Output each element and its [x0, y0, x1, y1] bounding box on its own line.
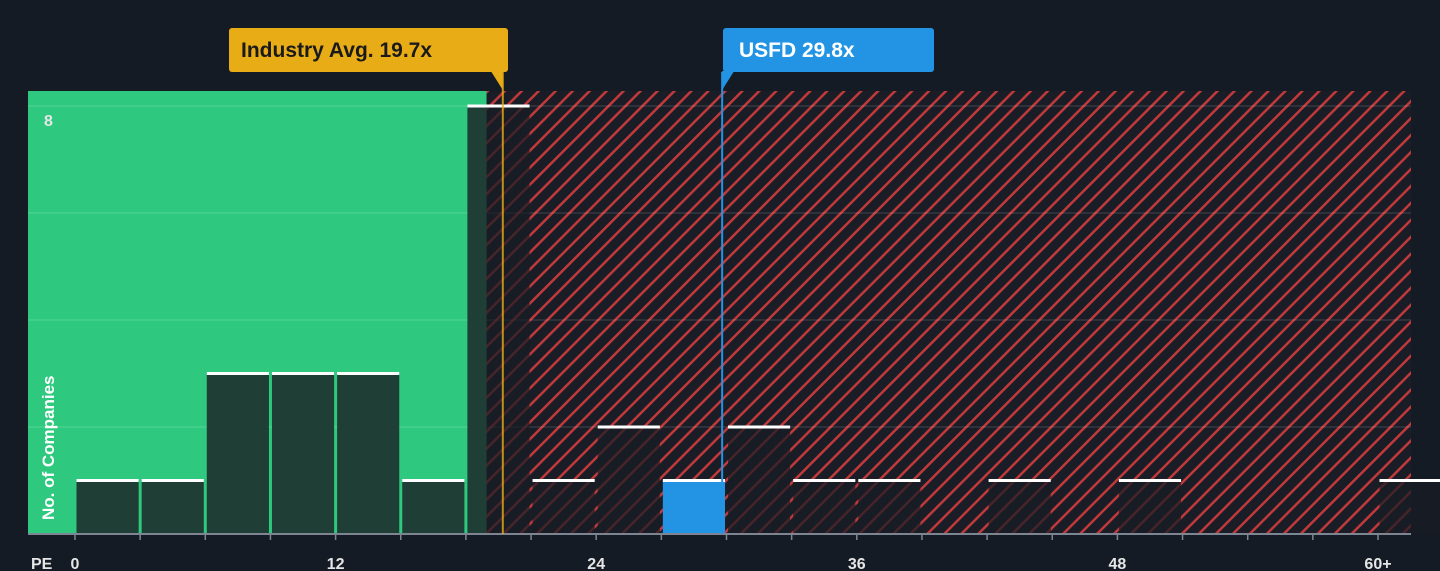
bar — [337, 373, 400, 534]
bar — [858, 480, 921, 534]
bar — [793, 480, 856, 534]
bar — [76, 480, 139, 534]
x-tick-label: 0 — [71, 556, 80, 571]
bar — [467, 106, 487, 534]
bar-top-marker — [988, 479, 1051, 482]
x-tick-label: 48 — [1109, 556, 1127, 571]
bar-top-marker — [141, 479, 204, 482]
bar-top-marker — [337, 372, 400, 375]
bar — [271, 373, 335, 534]
company-pe-pointer — [722, 71, 735, 90]
x-tick-label: 24 — [587, 556, 605, 571]
bar-top-marker — [1379, 479, 1440, 482]
bar — [1118, 480, 1182, 534]
bar-top-marker — [597, 425, 660, 429]
bar — [1379, 480, 1440, 534]
company-pe-label: USFD 29.8x — [739, 39, 855, 62]
industry-avg-pointer — [490, 71, 503, 90]
bar — [662, 480, 725, 534]
bar — [532, 480, 595, 534]
bar — [486, 106, 530, 534]
bar-top-marker — [76, 479, 139, 482]
bar-top-marker — [793, 479, 856, 482]
bar-top-marker — [1118, 479, 1182, 482]
bar-top-marker — [662, 479, 725, 482]
bar — [141, 480, 204, 534]
bar-top-marker — [402, 479, 465, 482]
bars — [76, 104, 1440, 534]
industry-avg-callout — [229, 28, 508, 72]
x-axis-label: PE — [31, 556, 53, 571]
bar — [988, 480, 1051, 534]
bar-top-marker — [206, 372, 269, 375]
y-axis-label: No. of Companies — [39, 375, 58, 520]
x-tick-label: 12 — [327, 556, 345, 571]
bar-top-marker — [271, 372, 335, 375]
bar-top-marker — [467, 104, 530, 108]
bar-top-marker — [858, 479, 921, 482]
x-tick-label: 60+ — [1364, 556, 1391, 571]
bar — [402, 480, 465, 534]
bar-top-marker — [532, 479, 595, 482]
bar — [206, 373, 269, 534]
bar — [597, 427, 660, 534]
x-tick-label: 36 — [848, 556, 866, 571]
y-tick-label: 8 — [44, 113, 53, 130]
x-axis-ticks: 0 12 24 36 48 60+ — [71, 534, 1392, 571]
bar-top-marker — [728, 425, 791, 429]
company-pe-callout — [723, 28, 934, 72]
bar — [728, 427, 791, 534]
industry-avg-label: Industry Avg. 19.7x — [241, 39, 432, 62]
